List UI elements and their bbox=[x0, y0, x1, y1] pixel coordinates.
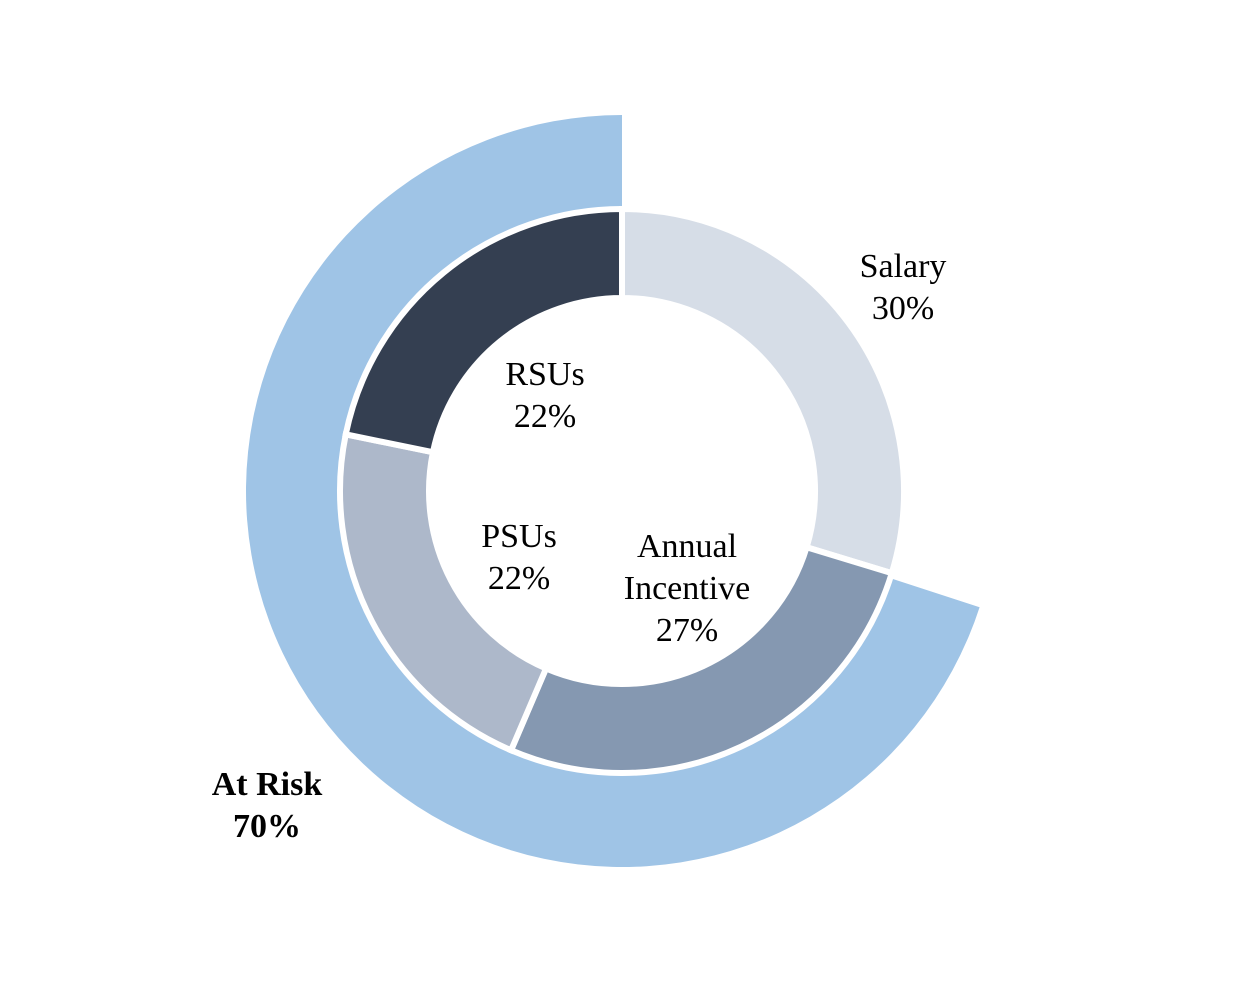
annual-incentive-label-line2: Incentive bbox=[623, 570, 751, 607]
at-risk-label-pct: 70% bbox=[233, 808, 301, 845]
annual-incentive-label-line1: Annual bbox=[636, 528, 738, 565]
psus-label-pct: 22% bbox=[487, 560, 551, 597]
salary-label: Salary 30% bbox=[860, 246, 947, 330]
salary-label-name: Salary bbox=[859, 248, 947, 285]
salary-label-pct: 30% bbox=[871, 290, 935, 327]
rsus-label: RSUs 22% bbox=[505, 354, 584, 438]
rsus-label-name: RSUs bbox=[505, 356, 585, 393]
inner-slice-salary bbox=[619, 205, 907, 577]
inner-slice-psus bbox=[337, 430, 551, 755]
rsus-label-pct: 22% bbox=[513, 398, 577, 435]
inner-ring bbox=[337, 205, 907, 776]
at-risk-label: At Risk 70% bbox=[212, 764, 323, 848]
psus-label-name: PSUs bbox=[481, 518, 557, 555]
inner-slice-rsus bbox=[342, 205, 625, 456]
inner-slice-annual-incentive bbox=[507, 543, 896, 776]
annual-incentive-label-pct: 27% bbox=[655, 612, 719, 649]
at-risk-label-name: At Risk bbox=[211, 766, 323, 803]
annual-incentive-label: Annual Incentive 27% bbox=[624, 526, 751, 652]
psus-label: PSUs 22% bbox=[481, 516, 557, 600]
